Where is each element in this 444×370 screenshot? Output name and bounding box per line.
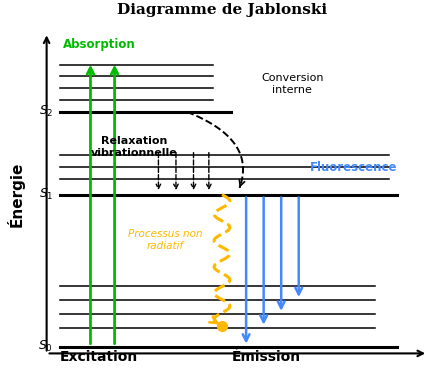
Title: Diagramme de Jablonski: Diagramme de Jablonski [117,3,327,17]
Text: $S_2$: $S_2$ [39,104,53,119]
Text: Absorption: Absorption [63,38,135,51]
Text: $S_1$: $S_1$ [39,187,53,202]
Text: Conversion
interne: Conversion interne [261,73,323,95]
Text: Énergie: Énergie [7,162,25,227]
Text: Émission: Émission [231,350,301,364]
Text: $S_0$: $S_0$ [38,339,53,354]
Text: Fluorescence: Fluorescence [310,161,397,174]
Text: Relaxation
vibrationnelle: Relaxation vibrationnelle [91,136,178,158]
Text: Processus non
radiatif: Processus non radiatif [128,229,202,251]
Text: Excitation: Excitation [60,350,139,364]
